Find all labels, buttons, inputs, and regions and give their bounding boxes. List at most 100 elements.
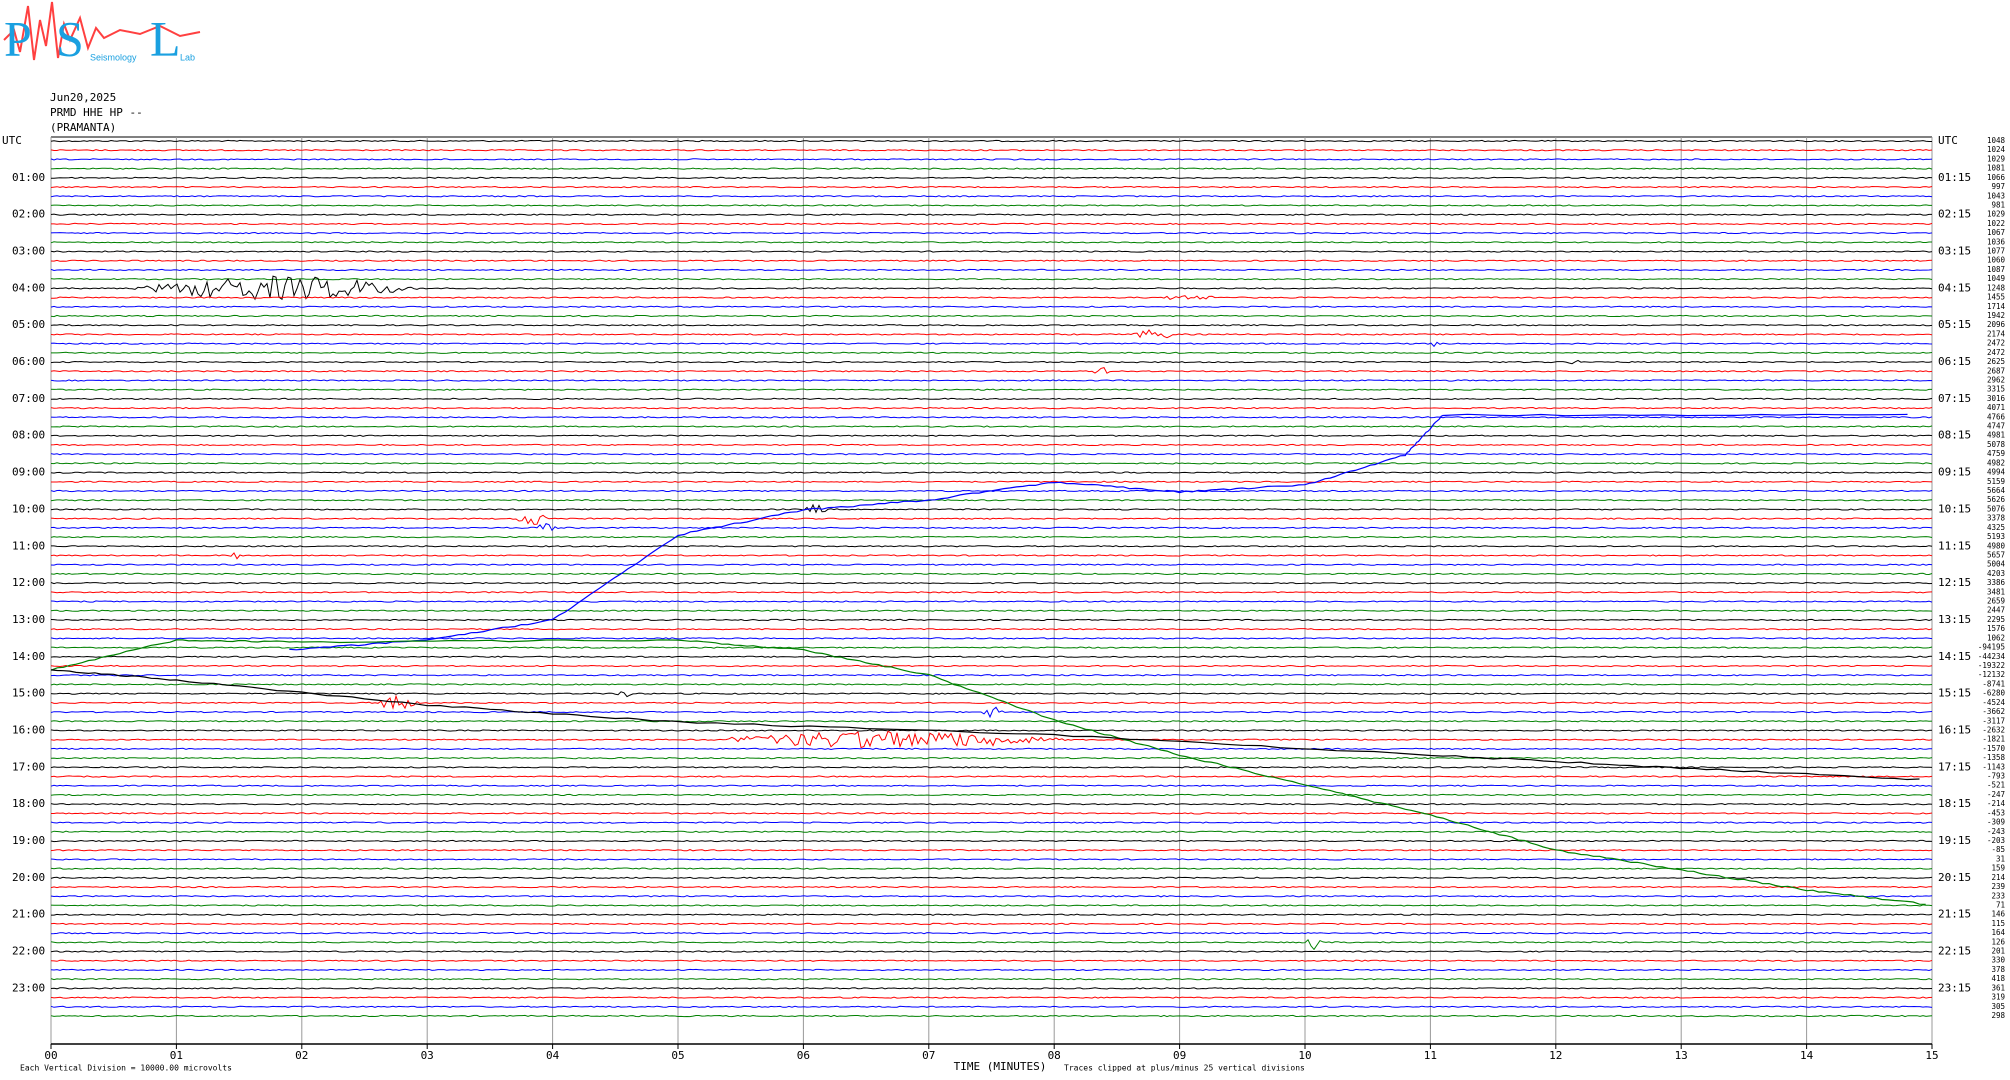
- hour-label-left: 14:00: [12, 650, 45, 663]
- trace: [51, 913, 1933, 916]
- hour-label-right: 05:15: [1938, 318, 1971, 331]
- trace-mean: 1036: [1987, 237, 2006, 246]
- x-tick-label: 09: [1173, 1049, 1186, 1062]
- hour-label-left: 16:00: [12, 723, 45, 736]
- trace-mean: -12132: [1978, 670, 2005, 679]
- trace-mean: 4980: [1987, 541, 2006, 550]
- station: PRMD HHE HP --: [50, 106, 143, 119]
- trace: [50, 600, 1933, 603]
- trace: [50, 572, 1933, 576]
- hour-label-left: 06:00: [12, 355, 45, 368]
- trace: [50, 706, 1933, 719]
- trace-mean: 5657: [1987, 550, 2005, 559]
- trace: [50, 784, 1933, 787]
- trace-mean: 2625: [1987, 357, 2005, 366]
- trace-mean: 1081: [1987, 164, 2005, 173]
- trace: [50, 139, 1932, 143]
- hour-label-right: 16:15: [1938, 723, 1971, 736]
- trace: [50, 968, 1933, 972]
- trace-mean: 4203: [1987, 569, 2005, 578]
- trace-mean: -2632: [1982, 725, 2005, 734]
- x-tick-label: 12: [1549, 1049, 1562, 1062]
- trace: [50, 535, 1933, 539]
- trace-mean: 5626: [1987, 495, 2006, 504]
- trace: [50, 885, 1932, 889]
- hour-label-left: 07:00: [12, 392, 45, 405]
- trace-mean: -94195: [1978, 643, 2005, 652]
- trace: [51, 480, 1933, 483]
- trace-mean: -44234: [1978, 652, 2006, 661]
- hour-label-right: 22:15: [1938, 945, 1971, 958]
- trace: [50, 646, 1933, 649]
- hour-label-right: 14:15: [1938, 650, 1971, 663]
- trace: [50, 959, 1933, 962]
- hour-label-left: 13:00: [12, 613, 45, 626]
- trace-mean: -309: [1987, 818, 2005, 827]
- trace-mean: 361: [1991, 983, 2005, 992]
- trace-mean: 4982: [1987, 458, 2005, 467]
- trace: [50, 275, 1933, 301]
- trace: [50, 388, 1932, 391]
- trace-mean: -85: [1991, 845, 2005, 854]
- hour-label-right: 13:15: [1938, 613, 1971, 626]
- trace: [50, 552, 1933, 560]
- trace: [50, 694, 1933, 710]
- trace: [50, 195, 1933, 198]
- hour-label-left: 20:00: [12, 871, 45, 884]
- trace: [50, 839, 1933, 843]
- hour-label-left: 02:00: [12, 208, 45, 221]
- trace: [51, 425, 1933, 428]
- trace-mean: -1570: [1982, 744, 2005, 753]
- x-tick-label: 08: [1048, 1049, 1061, 1062]
- trace-mean: 3481: [1987, 587, 2005, 596]
- trace: [50, 259, 1933, 262]
- hour-label-right: 18:15: [1938, 797, 1971, 810]
- hour-label-right: 02:15: [1938, 208, 1971, 221]
- trace-mean: 2687: [1987, 366, 2005, 375]
- trace-mean: 1062: [1987, 633, 2005, 642]
- trace-mean: 4759: [1987, 449, 2005, 458]
- logo-letter: S: [56, 10, 84, 66]
- trace-mean: 298: [1991, 1011, 2005, 1020]
- trace-mean: 4981: [1987, 431, 2005, 440]
- x-tick-label: 10: [1298, 1049, 1311, 1062]
- trace: [50, 305, 1933, 308]
- trace-mean: -1821: [1982, 735, 2005, 744]
- trace-mean: 201: [1991, 947, 2005, 956]
- trace: [50, 471, 1933, 474]
- trace-mean: 1060: [1987, 256, 2006, 265]
- trace: [50, 655, 1933, 658]
- hour-label-right: 20:15: [1938, 871, 1971, 884]
- hour-label-left: 18:00: [12, 797, 45, 810]
- trace-mean: 1942: [1987, 311, 2005, 320]
- trace: [50, 996, 1933, 999]
- trace: [50, 213, 1932, 216]
- trace-mean: -1358: [1982, 753, 2005, 762]
- trace-mean: 1066: [1987, 173, 2006, 182]
- trace-mean: -3117: [1982, 716, 2005, 725]
- hour-label-right: 17:15: [1938, 760, 1971, 773]
- trace: [50, 563, 1933, 566]
- trace: [51, 812, 1933, 815]
- trace-mean: 1024: [1987, 145, 2006, 154]
- hour-label-right: 03:15: [1938, 245, 1971, 258]
- hour-label-left: 15:00: [12, 687, 45, 700]
- hour-label-left: UTC: [2, 134, 22, 147]
- trace: [50, 149, 1933, 152]
- x-tick-label: 07: [922, 1049, 935, 1062]
- trace: [50, 522, 1933, 532]
- hour-label-right: UTC: [1938, 134, 1958, 147]
- hour-label-left: 09:00: [12, 466, 45, 479]
- trace: [50, 397, 1933, 401]
- trace: [50, 637, 1933, 640]
- x-tick-label: 01: [170, 1049, 183, 1062]
- hour-label-left: 08:00: [12, 429, 45, 442]
- x-tick-label: 00: [44, 1049, 57, 1062]
- trace-mean: 319: [1991, 993, 2005, 1002]
- logo-word: Lab: [180, 52, 195, 62]
- trace-mean: 5076: [1987, 504, 2006, 513]
- trace: [50, 176, 1933, 179]
- trace-mean: 1087: [1987, 265, 2005, 274]
- trace-mean: -521: [1987, 781, 2005, 790]
